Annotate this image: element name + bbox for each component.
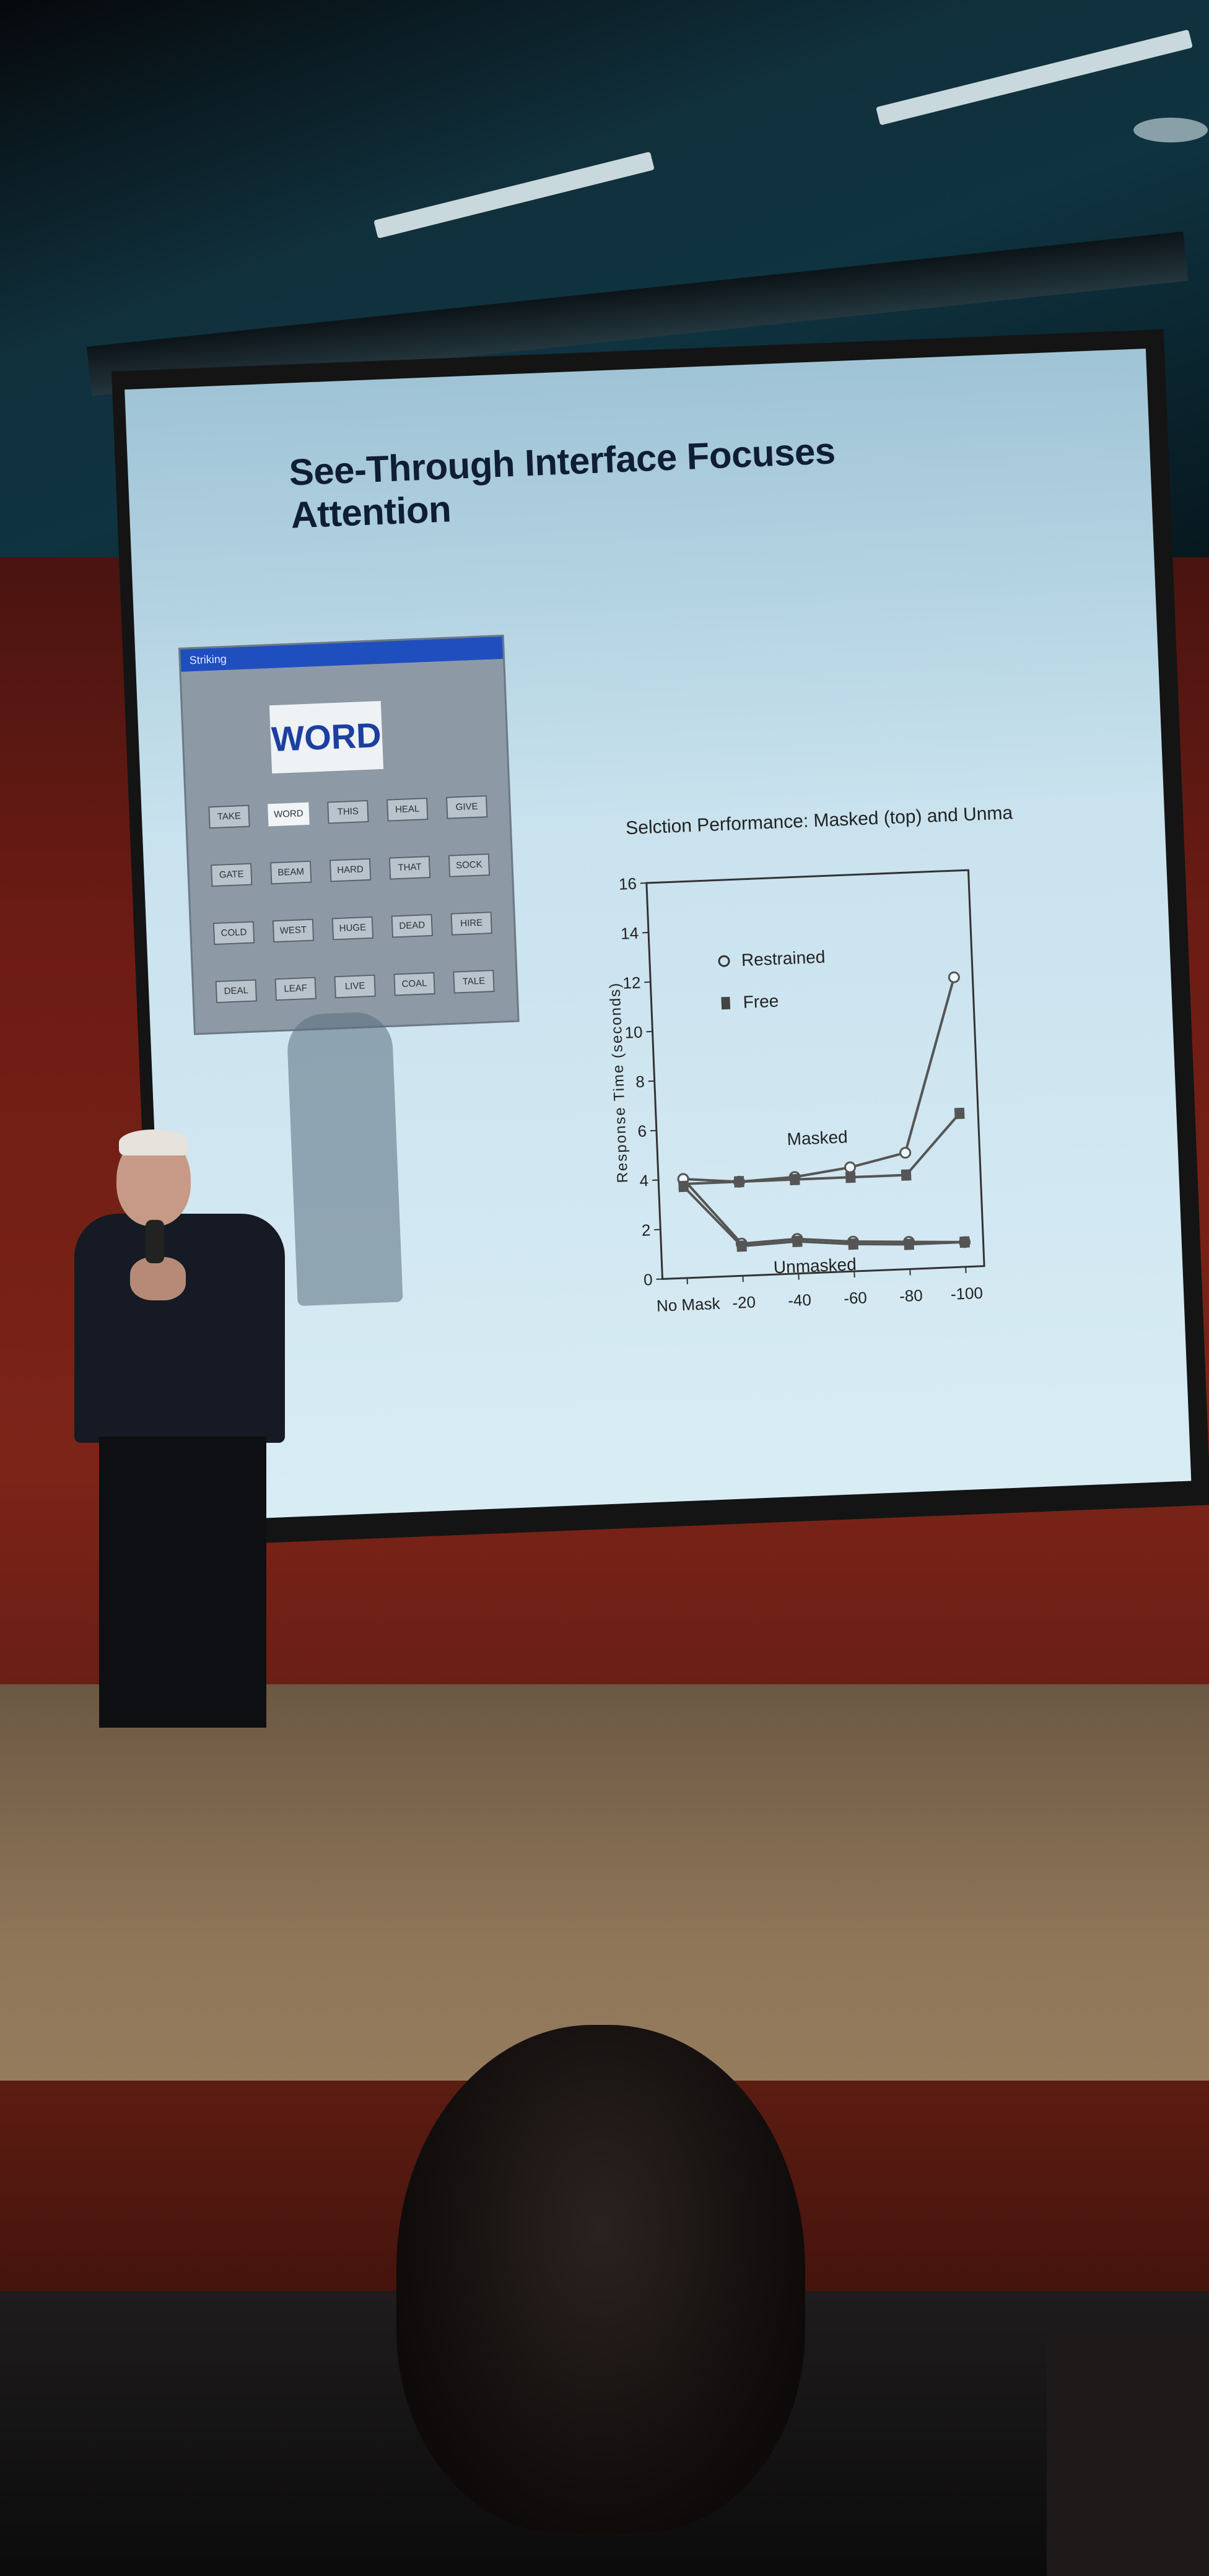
word-button: SOCK <box>448 853 491 877</box>
word-button: GATE <box>211 863 253 887</box>
data-point <box>901 1169 912 1181</box>
presentation-slide: See-Through Interface Focuses Attention … <box>124 348 1192 1522</box>
word-button: DEAD <box>391 913 434 938</box>
word-button: COAL <box>393 972 435 996</box>
word-button: DEAL <box>215 979 258 1004</box>
data-point <box>736 1240 747 1252</box>
projection-screen: See-Through Interface Focuses Attention … <box>111 329 1209 1547</box>
audience-member-head <box>396 2025 805 2533</box>
y-tick-label: 4 <box>639 1171 649 1190</box>
word-button: TAKE <box>208 804 250 829</box>
word-button: LEAF <box>274 977 316 1001</box>
y-axis-label: Response Time (seconds) <box>606 981 631 1183</box>
x-tick-label: -40 <box>788 1290 812 1310</box>
plot-frame <box>645 869 985 1281</box>
annotation-masked: Masked <box>787 1127 848 1149</box>
y-tick-label: 12 <box>622 973 641 993</box>
x-tick-label: No Mask <box>656 1294 721 1315</box>
word-button: HARD <box>329 858 372 882</box>
data-point <box>792 1235 803 1248</box>
word-button: TALE <box>453 970 495 994</box>
ceiling-light <box>876 29 1193 126</box>
legend-marker <box>721 996 731 1010</box>
data-point <box>845 1171 856 1183</box>
app-window: Striking WORD TAKE WORD THIS HEAL GIVE GATE BE… <box>178 634 520 1035</box>
chart-title: Selction Performance: Masked (top) and U… <box>626 803 1013 838</box>
word-button: THIS <box>327 799 369 824</box>
legend-label: Free <box>743 991 779 1012</box>
x-tick-label: -80 <box>899 1286 923 1305</box>
series-line <box>683 1112 961 1185</box>
word-button: WEST <box>272 918 315 943</box>
ceiling-light <box>373 151 655 239</box>
presenter-jacket <box>74 1214 285 1443</box>
y-tick-label: 16 <box>618 874 637 894</box>
response-time-chart: Selction Performance: Masked (top) and U… <box>606 803 1013 1315</box>
data-point <box>959 1236 970 1248</box>
legend-label: Restrained <box>741 947 826 970</box>
data-point <box>904 1238 914 1250</box>
word-button: HIRE <box>450 912 492 936</box>
y-tick-label: 8 <box>635 1072 645 1091</box>
word-button: WORD <box>268 802 310 827</box>
x-tick-label: -60 <box>844 1288 868 1307</box>
annotation-unmasked: Unmasked <box>773 1255 857 1277</box>
data-point <box>899 1147 912 1159</box>
y-tick-label: 0 <box>643 1270 653 1289</box>
y-tick-label: 14 <box>621 924 639 943</box>
data-point <box>954 1107 965 1120</box>
y-tick-label: 2 <box>641 1221 651 1240</box>
data-point <box>844 1161 857 1173</box>
series-line <box>683 1185 965 1248</box>
word-button: BEAM <box>270 860 312 885</box>
word-button: HUGE <box>331 916 374 941</box>
app-window-titlebar: Striking <box>180 637 504 672</box>
slide-title: See-Through Interface Focuses Attention <box>288 430 836 536</box>
x-tick-label: -20 <box>732 1292 756 1312</box>
ceiling-downlight <box>1133 118 1208 142</box>
word-button: HEAL <box>386 798 429 822</box>
presenter-shadow <box>286 1011 403 1307</box>
target-word: WORD <box>269 700 384 774</box>
series-line <box>683 977 956 1183</box>
microphone <box>146 1220 164 1263</box>
audience-seat <box>1047 2328 1209 2576</box>
y-tick-label: 10 <box>624 1022 643 1042</box>
x-tick-label: -100 <box>950 1284 983 1303</box>
word-button: COLD <box>212 921 255 946</box>
word-button-grid: TAKE WORD THIS HEAL GIVE GATE BEAM HARD THAT SOCK… <box>199 795 504 1004</box>
legend-marker <box>718 955 730 967</box>
data-point <box>948 971 960 983</box>
series-line <box>682 1178 965 1245</box>
data-point <box>678 1180 689 1193</box>
y-tick-label: 6 <box>637 1121 647 1141</box>
presenter <box>68 1129 291 1746</box>
presenter-hands <box>130 1257 186 1300</box>
presenter-hair <box>119 1129 188 1155</box>
word-button: GIVE <box>446 795 488 819</box>
word-button: LIVE <box>334 974 376 999</box>
data-point <box>733 1176 744 1188</box>
presenter-legs <box>99 1437 266 1728</box>
data-point <box>789 1173 800 1186</box>
data-point <box>848 1238 858 1250</box>
word-button: THAT <box>388 856 431 880</box>
